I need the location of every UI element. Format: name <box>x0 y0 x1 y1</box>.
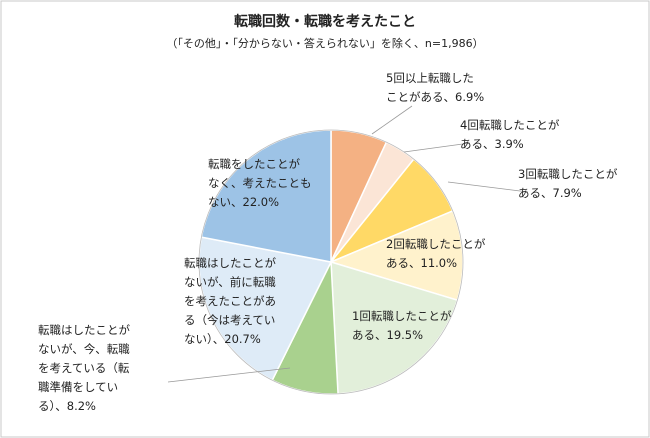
leader-line <box>371 105 413 135</box>
label-line: る（今は考えてい <box>184 313 275 327</box>
label-line: ない、22.0% <box>208 195 279 209</box>
category-text: ない）、 <box>184 332 224 346</box>
category-text: なく、考えたことも <box>208 176 312 190</box>
label-line: を考えている（転 <box>38 361 130 375</box>
value-label: 6.9% <box>455 90 484 104</box>
category-text: 転職はしたことが <box>184 256 276 270</box>
category-text: を考えたことがあ <box>184 294 276 308</box>
value-label: 7.9% <box>553 186 582 200</box>
label-line: 転職はしたことが <box>38 323 130 337</box>
leader-line <box>167 367 291 383</box>
label-line: 1回転職したことが <box>352 309 452 323</box>
category-text: 転職をしたことが <box>208 157 300 171</box>
label-line: 職準備をしてい <box>38 380 118 394</box>
label-line: ことがある、6.9% <box>386 90 484 104</box>
pie-outline <box>198 129 464 395</box>
label-line: ある、3.9% <box>460 137 524 151</box>
category-text: ないが、今、転職 <box>38 342 130 356</box>
category-text: ある、 <box>518 186 553 200</box>
category-text: 5回以上転職した <box>386 71 474 85</box>
label-line: 転職はしたことが <box>184 256 276 270</box>
label-line: を考えたことがあ <box>184 294 276 308</box>
category-text: 3回転職したことが <box>518 167 618 181</box>
category-text: を考えている（転 <box>38 361 130 375</box>
label-line: る）、8.2% <box>38 399 96 413</box>
label-line: ないが、前に転職 <box>184 275 276 289</box>
category-text: ないが、前に転職 <box>184 275 276 289</box>
value-label: 19.5% <box>387 328 424 342</box>
value-label: 22.0% <box>243 195 280 209</box>
category-text: る（今は考えてい <box>184 313 275 327</box>
label-line: 2回転職したことが <box>386 237 486 251</box>
category-text: る）、 <box>38 399 67 413</box>
leader-line <box>403 142 471 153</box>
category-text: 転職はしたことが <box>38 323 130 337</box>
label-line: 5回以上転職した <box>386 71 474 85</box>
chart-subtitle: （「その他」・「分からない・答えられない」を除く、n=1,986） <box>166 36 483 50</box>
category-text: 2回転職したことが <box>386 237 486 251</box>
value-label: 3.9% <box>495 137 524 151</box>
category-text: 1回転職したことが <box>352 309 452 323</box>
category-text: ことがある、 <box>386 90 455 104</box>
category-text: ある、 <box>352 328 387 342</box>
label-line: 4回転職したことが <box>460 118 560 132</box>
label-line: 3回転職したことが <box>518 167 618 181</box>
chart-title: 転職回数・転職を考えたこと <box>234 13 416 30</box>
value-label: 8.2% <box>67 399 96 413</box>
label-line: 転職をしたことが <box>208 157 300 171</box>
label-line: なく、考えたことも <box>208 176 312 190</box>
category-text: 4回転職したことが <box>460 118 560 132</box>
category-text: ある、 <box>460 137 495 151</box>
label-line: ある、19.5% <box>352 328 423 342</box>
slice-label: 転職はしたことがないが、前に転職を考えたことがある（今は考えていない）、20.7… <box>184 256 276 346</box>
label-line: ないが、今、転職 <box>38 342 130 356</box>
category-text: ない、 <box>208 195 243 209</box>
label-line: ない）、20.7% <box>184 332 261 346</box>
label-line: ある、7.9% <box>518 186 582 200</box>
category-text: ある、 <box>386 256 421 270</box>
value-label: 11.0% <box>421 256 458 270</box>
label-line: ある、11.0% <box>386 256 457 270</box>
category-text: 職準備をしてい <box>38 380 118 394</box>
leader-line <box>447 181 529 193</box>
value-label: 20.7% <box>224 332 261 346</box>
